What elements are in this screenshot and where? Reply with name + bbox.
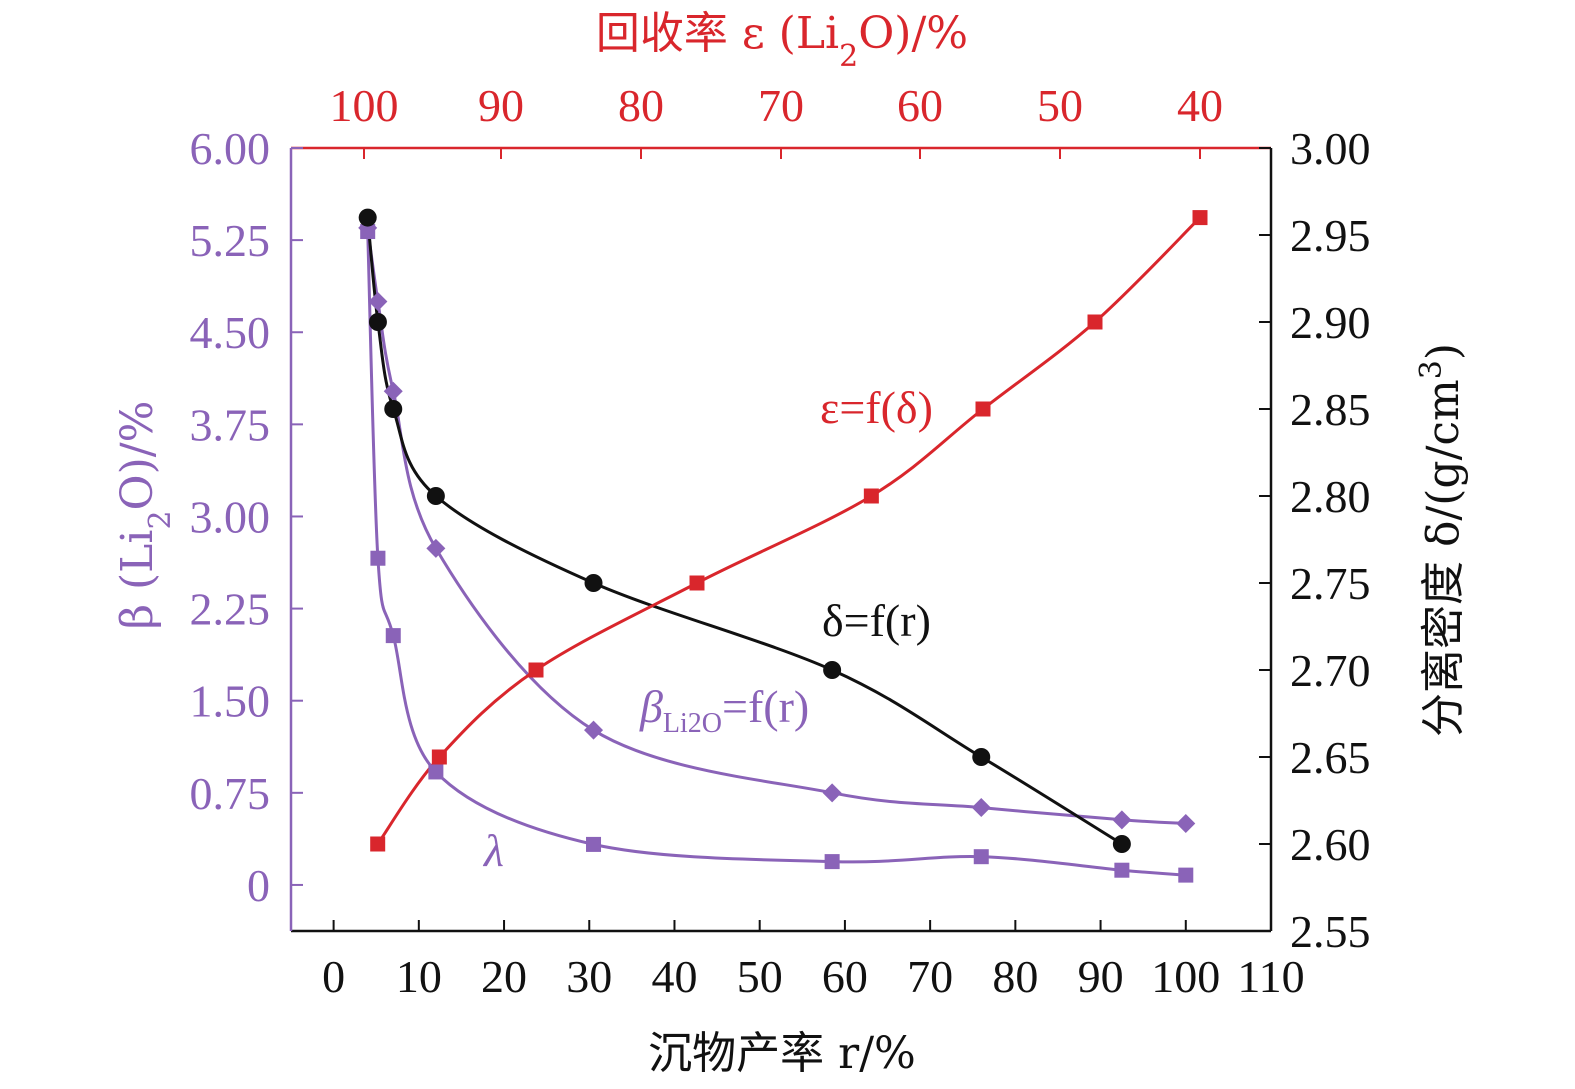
point-square bbox=[1178, 867, 1194, 883]
point-square bbox=[370, 836, 386, 852]
left-tick-label: 1.50 bbox=[190, 676, 271, 727]
right-axis-title: 分离密度 δ/(g/cm3) bbox=[1414, 343, 1470, 737]
point-square bbox=[586, 836, 602, 852]
x-tick-label: 90 bbox=[1078, 951, 1124, 1002]
point-square bbox=[689, 575, 705, 591]
left-tick-label: 5.25 bbox=[190, 215, 271, 266]
point-circle bbox=[426, 487, 445, 505]
point-circle bbox=[1112, 835, 1131, 853]
x-tick-label: 0 bbox=[322, 951, 345, 1002]
left-tick-label: 6.00 bbox=[190, 123, 271, 174]
annotation-epsilon: ε=f(δ) bbox=[820, 382, 933, 433]
top-tick-label: 90 bbox=[478, 80, 524, 131]
top-tick-label: 100 bbox=[330, 80, 399, 131]
point-circle bbox=[972, 748, 991, 766]
point-square bbox=[824, 854, 840, 870]
point-circle bbox=[368, 313, 387, 331]
x-tick-label: 50 bbox=[737, 951, 783, 1002]
series-points bbox=[358, 208, 1208, 883]
point-square bbox=[528, 662, 544, 678]
point-diamond bbox=[1176, 814, 1196, 834]
annotation-lambda: λ bbox=[482, 825, 504, 876]
right-tick-label: 2.55 bbox=[1290, 906, 1371, 957]
right-tick-label: 2.80 bbox=[1290, 471, 1371, 522]
point-square bbox=[385, 628, 401, 644]
right-tick-label: 2.75 bbox=[1290, 558, 1371, 609]
point-diamond bbox=[368, 292, 388, 312]
x-tick-label: 70 bbox=[907, 951, 953, 1002]
x-tick-label: 30 bbox=[566, 951, 612, 1002]
axes bbox=[289, 146, 1273, 933]
right-tick-label: 2.95 bbox=[1290, 210, 1371, 261]
left-tick-label: 2.25 bbox=[190, 584, 271, 635]
series-line-1 bbox=[366, 231, 1186, 877]
point-square bbox=[973, 849, 989, 865]
left-axis-title: β (Li2O)/% bbox=[112, 401, 178, 630]
tick-labels: 0 10 20 30 40 50 60 70 80 90 100 110 100 90 80 70 60 50 40… bbox=[190, 80, 1371, 1002]
left-tick-label: 3.75 bbox=[190, 399, 271, 450]
point-square bbox=[428, 764, 444, 780]
x-tick-label: 110 bbox=[1237, 951, 1304, 1002]
right-tick-label: 2.60 bbox=[1290, 819, 1371, 870]
top-tick-label: 70 bbox=[758, 80, 804, 131]
point-circle bbox=[358, 208, 377, 227]
right-tick-label: 2.65 bbox=[1290, 732, 1371, 783]
tick-marks bbox=[291, 147, 1272, 932]
point-square bbox=[975, 401, 991, 417]
left-tick-label: 0 bbox=[247, 860, 270, 911]
series-line-2 bbox=[366, 217, 1123, 846]
annotation-delta: δ=f(r) bbox=[822, 595, 931, 646]
point-circle bbox=[584, 574, 603, 592]
top-axis-title: 回收率 ε (Li2O)/% bbox=[596, 8, 968, 74]
x-tick-label: 40 bbox=[651, 951, 697, 1002]
point-square bbox=[360, 224, 376, 240]
point-square bbox=[431, 749, 447, 765]
point-diamond bbox=[584, 720, 604, 740]
x-tick-label: 80 bbox=[992, 951, 1038, 1002]
right-tick-label: 2.70 bbox=[1290, 645, 1371, 696]
point-diamond bbox=[822, 783, 842, 803]
point-square bbox=[1114, 862, 1130, 878]
right-tick-label: 3.00 bbox=[1290, 123, 1371, 174]
point-square bbox=[1087, 314, 1103, 330]
series-line-3 bbox=[376, 216, 1202, 845]
top-tick-label: 60 bbox=[897, 80, 943, 131]
point-diamond bbox=[1112, 810, 1132, 830]
x-tick-label: 100 bbox=[1151, 951, 1220, 1002]
x-axis-title: 沉物产率 r/% bbox=[648, 1028, 916, 1079]
series-line-0 bbox=[366, 227, 1186, 825]
point-square bbox=[370, 550, 386, 566]
right-tick-label: 2.85 bbox=[1290, 384, 1371, 435]
point-diamond bbox=[383, 381, 403, 401]
x-tick-label: 20 bbox=[481, 951, 527, 1002]
point-square bbox=[863, 488, 879, 504]
point-diamond bbox=[971, 798, 991, 818]
point-circle bbox=[823, 661, 842, 679]
point-square bbox=[1192, 210, 1208, 226]
annotation-beta: βLi2O=f(r) bbox=[639, 681, 809, 739]
top-tick-label: 50 bbox=[1037, 80, 1083, 131]
x-tick-label: 10 bbox=[396, 951, 442, 1002]
top-tick-label: 80 bbox=[618, 80, 664, 131]
left-tick-label: 4.50 bbox=[190, 307, 271, 358]
left-tick-label: 0.75 bbox=[190, 768, 271, 819]
top-tick-label: 40 bbox=[1177, 80, 1223, 131]
point-diamond bbox=[426, 538, 446, 558]
point-circle bbox=[384, 400, 403, 418]
series-curves bbox=[366, 216, 1202, 877]
left-tick-label: 3.00 bbox=[190, 491, 271, 542]
x-tick-label: 60 bbox=[822, 951, 868, 1002]
right-tick-label: 2.90 bbox=[1290, 297, 1371, 348]
